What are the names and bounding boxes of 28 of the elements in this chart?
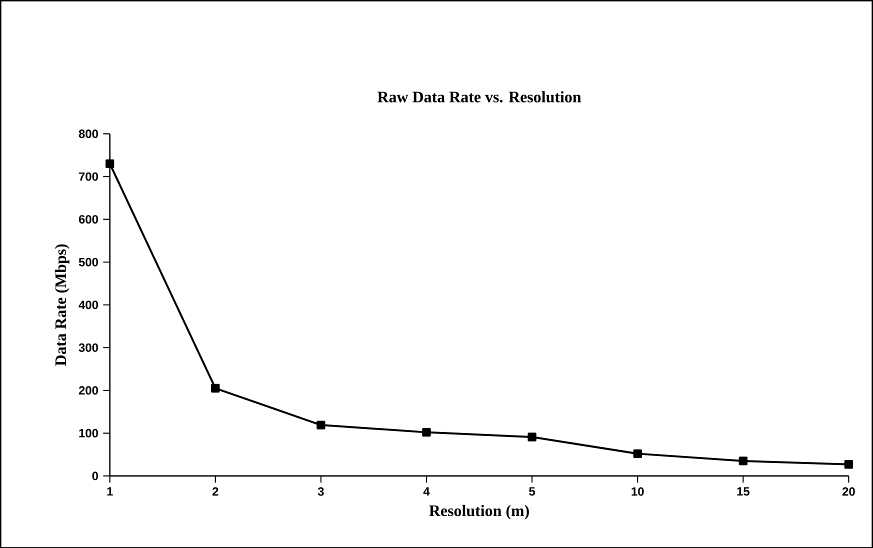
point [211,384,220,392]
point [738,456,748,466]
y-tick-label: 800 [78,129,98,138]
point [422,428,431,436]
y-tick-label: 200 [78,386,98,394]
y-tick-label: 300 [78,343,98,352]
x-tick-label: 15 [737,487,750,496]
point [106,159,114,168]
x-tick-label: 20 [842,487,855,496]
y-axis-title: Data Rate (Mbps) [54,244,70,366]
y-tick-label: 0 [92,471,98,480]
y-tick-label: 600 [78,214,98,224]
point [528,432,536,442]
x-tick-label: 5 [529,487,536,496]
x-tick-label: 10 [632,487,644,496]
y-tick-label: 100 [79,428,98,438]
point [633,449,642,458]
point [316,420,326,430]
y-tick-label: 700 [79,172,98,181]
x-axis-title: Resolution (m) [429,504,529,520]
x-tick-label: 4 [423,487,430,496]
y-tick-label: 400 [78,300,98,309]
y-tick-label: 500 [78,258,98,266]
point [844,460,854,468]
chart-title: Raw Data Rate vs. Resolution [377,90,582,102]
x-tick-label: 1 [107,487,113,496]
x-tick-label: 3 [318,487,324,496]
x-tick-label: 2 [212,487,218,496]
